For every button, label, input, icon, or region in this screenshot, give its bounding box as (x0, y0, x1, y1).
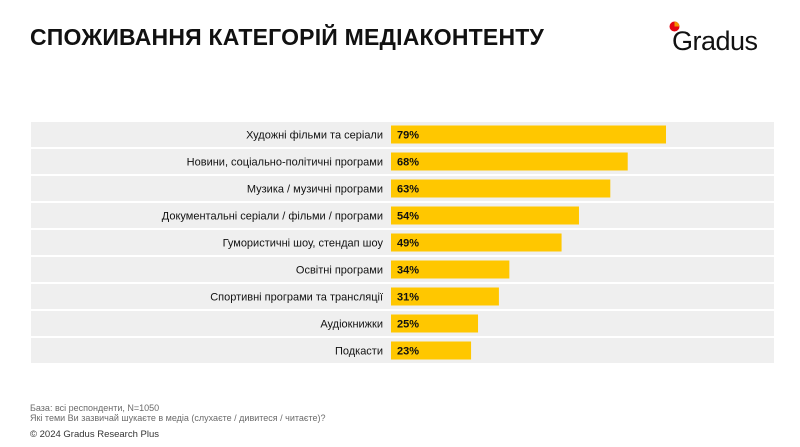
data-label: 54% (397, 211, 419, 223)
category-label: Новини, соціально-політичні програми (187, 157, 383, 169)
footer-base-note: База: всі респонденти, N=1050 (30, 403, 160, 413)
bar (391, 179, 611, 198)
bar (391, 206, 579, 225)
category-label: Гумористичні шоу, стендап шоу (223, 238, 384, 250)
bar (391, 260, 510, 279)
bar (391, 152, 628, 171)
logo-dot-icon (669, 21, 680, 32)
bar (391, 341, 472, 360)
category-label: Подкасти (335, 346, 383, 358)
data-label: 23% (397, 346, 419, 358)
category-label: Спортивні програми та трансляції (210, 292, 383, 304)
logo-text: Gradus (672, 26, 758, 56)
footer-question-note: Які теми Ви зазвичай шукаєте в медіа (сл… (30, 413, 326, 423)
footer-copyright: © 2024 Gradus Research Plus (30, 429, 159, 440)
category-label: Музика / музичні програми (247, 184, 383, 196)
category-label: Художні фільми та серіали (246, 130, 383, 142)
data-label: 68% (397, 157, 419, 169)
brand-logo: Gradus (664, 18, 784, 58)
category-label: Документальні серіали / фільми / програм… (162, 211, 383, 223)
data-label: 49% (397, 238, 419, 250)
bar (391, 314, 479, 333)
bar (391, 125, 666, 144)
page-title: СПОЖИВАННЯ КАТЕГОРІЙ МЕДІАКОНТЕНТУ (30, 24, 545, 50)
bar (391, 287, 499, 306)
category-label: Аудіокнижки (320, 319, 383, 331)
data-label: 31% (397, 292, 419, 304)
bar (391, 233, 562, 252)
data-label: 79% (397, 130, 419, 142)
data-label: 63% (397, 184, 419, 196)
data-label: 34% (397, 265, 419, 277)
data-label: 25% (397, 319, 419, 331)
category-label: Освітні програми (296, 265, 383, 277)
